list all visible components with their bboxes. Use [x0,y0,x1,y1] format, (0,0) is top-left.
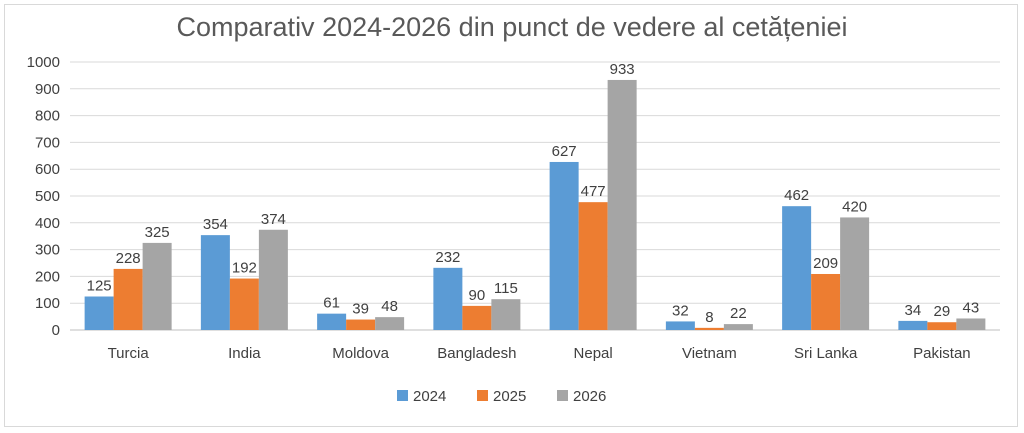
y-tick-label: 900 [35,81,60,98]
y-tick-label: 400 [35,215,60,232]
x-axis: Turcia India Moldova Bangladesh Nepal Vietnam… [108,345,971,362]
x-tick-label: India [228,345,261,362]
bar-2025-turcia [113,268,143,330]
x-tick-label: Bangladesh [437,345,516,362]
data-label: 192 [232,260,257,277]
legend-swatch-2025 [477,390,488,401]
bar-2024-turcia [84,296,114,330]
y-tick-label: 0 [52,322,60,339]
chart-title: Comparativ 2024-2026 din punct de vedere… [177,12,848,42]
bar-2025-pakistan [927,322,957,330]
bar-2024-bangladesh [433,267,463,330]
y-tick-label: 200 [35,268,60,285]
data-label: 374 [261,211,286,228]
y-tick-label: 1000 [27,54,60,71]
bar-2025-vietnam [694,327,724,330]
x-tick-label: Vietnam [682,345,737,362]
data-label: 22 [730,305,747,322]
x-tick-label: Sri Lanka [794,345,858,362]
legend-swatch-2024 [397,390,408,401]
bar-2026-sri-lanka [840,217,870,330]
y-axis: 0 100 200 300 400 500 600 700 800 900 1000 [27,54,60,339]
bar-2026-pakistan [956,318,986,330]
data-label: 32 [672,302,689,319]
bar-2026-moldova [375,317,405,330]
bar-2025-bangladesh [462,305,492,330]
legend-label-2026: 2026 [573,388,606,405]
x-tick-label: Nepal [574,345,613,362]
bar-2024-sri-lanka [782,206,812,330]
bar-2024-pakistan [898,320,928,330]
x-tick-label: Pakistan [913,345,971,362]
bar-2026-bangladesh [491,299,521,330]
data-label: 325 [145,224,170,241]
bar-2025-sri-lanka [811,273,841,330]
legend-label-2024: 2024 [413,388,446,405]
y-tick-label: 700 [35,134,60,151]
data-label: 39 [352,301,369,318]
data-label: 462 [784,187,809,204]
y-tick-label: 600 [35,161,60,178]
data-label: 933 [610,61,635,78]
bar-2025-nepal [578,202,608,330]
data-label: 232 [435,249,460,266]
data-label: 354 [203,216,228,233]
data-label: 115 [494,280,518,297]
legend-label-2025: 2025 [493,388,526,405]
bar-2025-india [229,278,259,330]
y-tick-label: 300 [35,242,60,259]
bar-2024-vietnam [665,321,695,330]
data-label: 477 [581,183,606,200]
y-tick-label: 100 [35,295,60,312]
bar-2026-nepal [607,79,637,331]
data-label: 8 [705,309,713,326]
data-label: 627 [552,143,577,160]
data-label: 43 [963,299,980,316]
data-label: 209 [813,255,838,272]
bar-2026-india [258,229,288,330]
x-tick-label: Moldova [332,345,389,362]
y-tick-label: 800 [35,108,60,125]
x-tick-label: Turcia [108,345,150,362]
data-label: 420 [842,198,867,215]
bar-2024-india [200,235,230,330]
bar-2025-moldova [346,319,376,330]
bar-2026-vietnam [723,324,753,330]
data-label: 29 [934,303,951,320]
legend-swatch-2026 [557,390,568,401]
data-label: 61 [323,295,340,312]
data-label: 48 [381,298,398,315]
data-label: 125 [87,278,112,295]
data-label: 34 [905,302,922,319]
data-label: 228 [116,250,141,267]
chart-frame [4,4,1018,427]
y-tick-label: 500 [35,188,60,205]
legend: 2024 2025 2026 [397,388,606,405]
bar-2026-turcia [142,242,172,330]
data-label: 90 [469,287,486,304]
bar-2024-nepal [549,161,579,330]
bar-2024-moldova [317,313,347,330]
